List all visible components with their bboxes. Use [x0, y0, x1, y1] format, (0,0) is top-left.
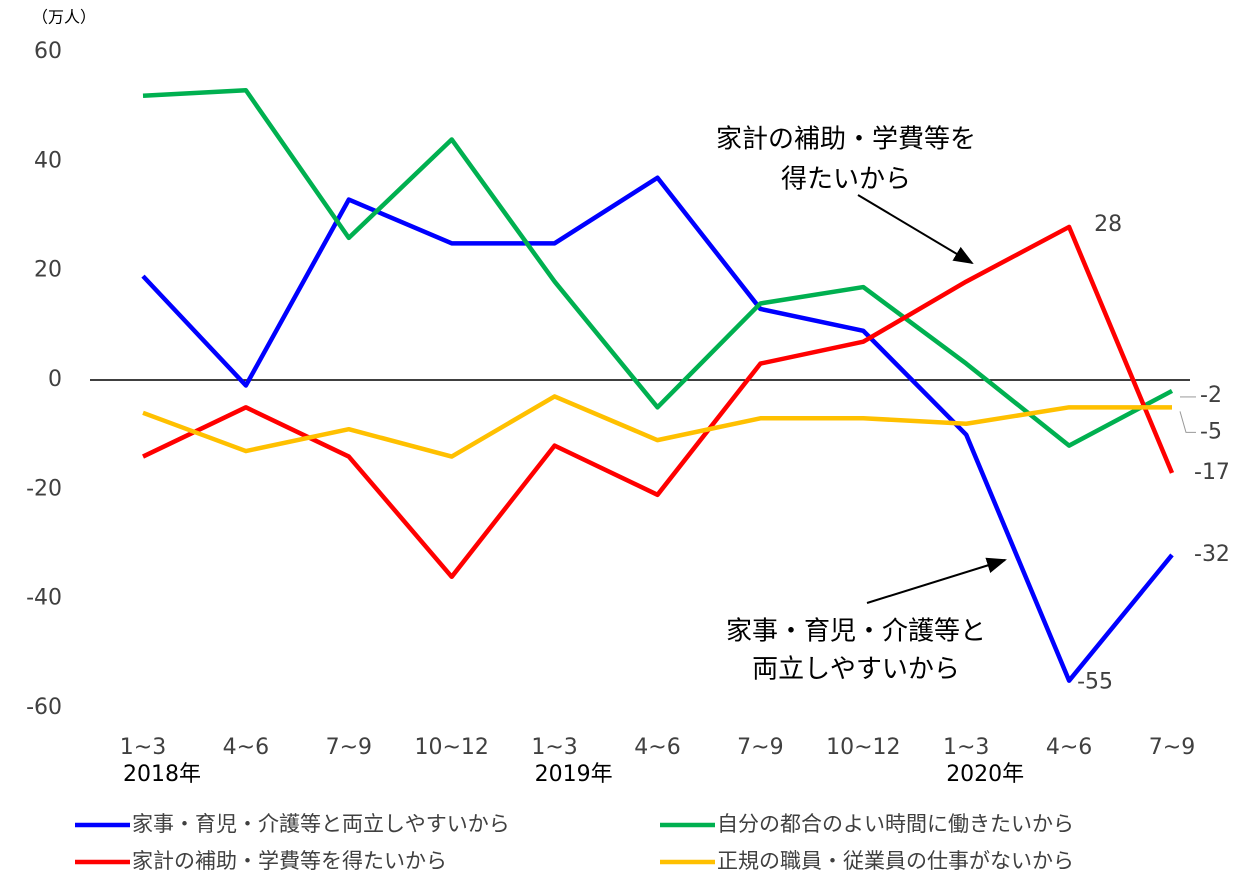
data-label: -17: [1194, 460, 1230, 485]
x-tick-label: 7~9: [1149, 735, 1195, 760]
leader-line: [1179, 411, 1196, 433]
x-tick-label: 10~12: [826, 735, 900, 760]
legend-label: 家計の補助・学費等を得たいから: [132, 849, 447, 873]
year-label: 2020年: [946, 762, 1024, 787]
x-tick-label: 1~3: [120, 735, 166, 760]
year-label: 2018年: [123, 762, 201, 787]
annotation-arrow: [866, 557, 1007, 604]
legend-label: 自分の都合のよい時間に働きたいから: [717, 812, 1074, 836]
y-tick-label: -60: [26, 695, 62, 720]
y-tick-label: 40: [34, 148, 62, 173]
x-tick-label: 4~6: [1046, 735, 1092, 760]
annotation: 両立しやすいから: [752, 655, 960, 685]
unit-label: （万人）: [32, 8, 96, 27]
x-tick-label: 10~12: [414, 735, 488, 760]
series-line: [142, 224, 1175, 580]
y-tick-label: -40: [26, 586, 62, 611]
y-tick-label: 20: [34, 258, 62, 283]
data-label: -5: [1200, 419, 1222, 444]
annotation: 家計の補助・学費等を: [716, 125, 976, 155]
data-label: -55: [1077, 670, 1113, 695]
annotation: 家事・育児・介護等と: [726, 617, 986, 647]
data-label: -32: [1194, 542, 1230, 567]
y-tick-label: 60: [34, 39, 62, 64]
x-tick-label: 1~3: [531, 735, 577, 760]
y-tick-label: -20: [26, 476, 62, 501]
series-line: [142, 88, 1174, 448]
x-tick-label: 7~9: [326, 735, 372, 760]
x-tick-label: 4~6: [223, 735, 269, 760]
legend-label: 正規の職員・従業員の仕事がないから: [717, 849, 1074, 873]
series-line: [142, 394, 1172, 459]
legend-label: 家事・育児・介護等と両立しやすいから: [132, 812, 510, 836]
x-tick-label: 7~9: [737, 735, 783, 760]
data-label: 28: [1094, 212, 1122, 237]
annotation-arrow: [857, 194, 974, 265]
annotation: 得たいから: [781, 165, 911, 195]
data-label: -2: [1200, 383, 1222, 408]
year-label: 2019年: [535, 762, 613, 787]
series-line: [141, 175, 1174, 683]
y-tick-label: 0: [48, 367, 62, 392]
x-tick-label: 1~3: [943, 735, 989, 760]
x-tick-label: 4~6: [634, 735, 680, 760]
